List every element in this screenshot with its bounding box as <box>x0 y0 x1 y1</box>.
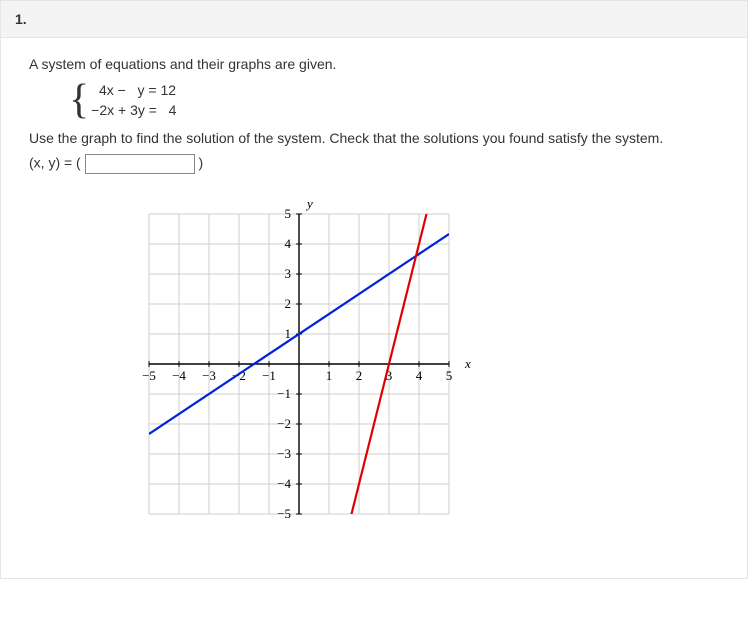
question-header: 1. <box>0 0 748 38</box>
svg-text:−1: −1 <box>262 368 276 383</box>
prompt-intro: A system of equations and their graphs a… <box>29 56 719 72</box>
answer-prefix: (x, y) = ( <box>29 155 85 171</box>
question-body: A system of equations and their graphs a… <box>0 38 748 579</box>
equation-1: 4x − y = 12 <box>91 80 176 100</box>
svg-text:5: 5 <box>446 368 453 383</box>
svg-text:−3: −3 <box>277 446 291 461</box>
svg-text:−5: −5 <box>142 368 156 383</box>
svg-text:2: 2 <box>285 296 292 311</box>
question-number: 1. <box>15 11 27 27</box>
equation-2: −2x + 3y = 4 <box>91 100 176 120</box>
svg-text:5: 5 <box>285 206 292 221</box>
svg-text:y: y <box>305 196 313 211</box>
svg-text:4: 4 <box>285 236 292 251</box>
answer-row: (x, y) = ( ) <box>29 154 719 174</box>
svg-text:−2: −2 <box>277 416 291 431</box>
svg-text:x: x <box>464 356 471 371</box>
svg-text:1: 1 <box>326 368 333 383</box>
graph-svg: −5−4−3−2−112345−5−4−3−2−112345xy <box>89 194 489 554</box>
equation-system: { 4x − y = 12 −2x + 3y = 4 <box>69 80 719 120</box>
prompt-instructions: Use the graph to find the solution of th… <box>29 130 719 146</box>
answer-input[interactable] <box>85 154 195 174</box>
answer-suffix: ) <box>195 155 204 171</box>
svg-text:−3: −3 <box>202 368 216 383</box>
equation-lines: 4x − y = 12 −2x + 3y = 4 <box>91 80 176 120</box>
system-brace: { <box>69 81 89 119</box>
svg-text:3: 3 <box>285 266 292 281</box>
svg-text:−1: −1 <box>277 386 291 401</box>
svg-text:2: 2 <box>356 368 363 383</box>
svg-text:−4: −4 <box>172 368 186 383</box>
svg-text:−4: −4 <box>277 476 291 491</box>
svg-text:−5: −5 <box>277 506 291 521</box>
svg-text:4: 4 <box>416 368 423 383</box>
graph-container: −5−4−3−2−112345−5−4−3−2−112345xy <box>89 194 719 554</box>
